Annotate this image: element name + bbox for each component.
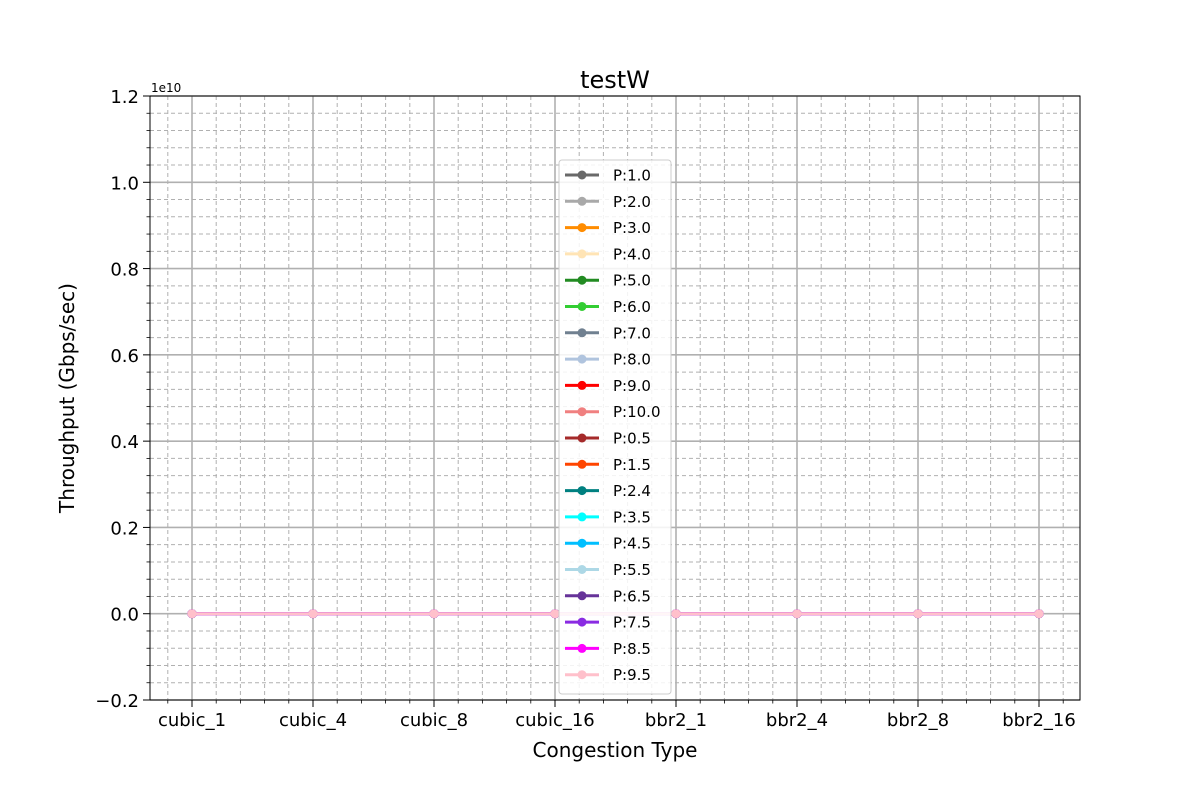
- x-tick-label: cubic_1: [158, 710, 226, 731]
- legend-item: P:5.0: [565, 272, 651, 290]
- y-ticks: −0.2 0.0 0.2 0.4 0.6 0.8 1.0 1.2: [95, 87, 150, 712]
- legend-marker: [577, 512, 587, 522]
- chart-title: testW: [580, 66, 650, 94]
- x-tick-label: bbr2_16: [1002, 710, 1076, 731]
- data-point: [429, 609, 439, 619]
- legend-marker: [577, 670, 587, 680]
- y-tick-label: 0.2: [110, 518, 139, 539]
- x-tick-label: cubic_16: [515, 710, 595, 731]
- legend-marker: [577, 170, 587, 180]
- legend-label: P:9.0: [613, 377, 651, 395]
- legend-marker: [577, 249, 587, 259]
- legend-item: P:9.5: [565, 666, 651, 684]
- y-tick-label: 0.8: [110, 260, 139, 281]
- legend-item: P:2.0: [565, 193, 651, 211]
- x-tick-label: cubic_4: [279, 710, 347, 731]
- data-point: [1034, 609, 1044, 619]
- legend-label: P:2.4: [613, 482, 651, 500]
- legend-item: P:8.5: [565, 640, 651, 658]
- legend: P:1.0 P:2.0 P:3.0 P:4.0 P:5.0 P:6.0 P:7.0 P:8.0…: [558, 159, 672, 695]
- legend-marker: [577, 196, 587, 206]
- legend-marker: [577, 380, 587, 390]
- legend-marker: [577, 433, 587, 443]
- legend-marker: [577, 223, 587, 233]
- data-point: [308, 609, 318, 619]
- data-point: [913, 609, 923, 619]
- legend-label: P:6.5: [613, 587, 651, 605]
- legend-label: P:4.5: [613, 535, 651, 553]
- legend-marker: [577, 486, 587, 496]
- legend-label: P:3.0: [613, 219, 651, 237]
- legend-item: P:1.0: [565, 167, 651, 185]
- y-tick-label: 0.4: [110, 432, 139, 453]
- y-tick-label: 0.6: [110, 346, 139, 367]
- legend-label: P:8.0: [613, 351, 651, 369]
- y-tick-label: −0.2: [95, 691, 139, 712]
- legend-item: P:3.0: [565, 219, 651, 237]
- legend-item: P:10.0: [565, 403, 661, 421]
- legend-marker: [577, 328, 587, 338]
- legend-label: P:1.0: [613, 167, 651, 185]
- legend-marker: [577, 407, 587, 417]
- plot-frame: [149, 95, 1081, 701]
- legend-item: P:8.0: [565, 351, 651, 369]
- legend-label: P:5.0: [613, 272, 651, 290]
- data-point: [550, 609, 560, 619]
- legend-item: P:4.0: [565, 245, 651, 263]
- x-tick-label: cubic_8: [400, 710, 468, 731]
- legend-item: P:5.5: [565, 561, 651, 579]
- legend-label: P:4.0: [613, 245, 651, 263]
- legend-item: P:7.5: [565, 614, 651, 632]
- y-tick-label: 0.0: [110, 605, 139, 626]
- legend-item: P:6.0: [565, 298, 651, 316]
- legend-box: [558, 159, 672, 695]
- x-tick-label: bbr2_1: [645, 710, 707, 731]
- legend-marker: [577, 643, 587, 653]
- legend-item: P:0.5: [565, 430, 651, 448]
- legend-label: P:5.5: [613, 561, 651, 579]
- legend-label: P:0.5: [613, 430, 651, 448]
- data-point: [792, 609, 802, 619]
- legend-item: P:2.4: [565, 482, 651, 500]
- x-axis-label: Congestion Type: [533, 738, 698, 762]
- legend-label: P:3.5: [613, 508, 651, 526]
- legend-item: P:3.5: [565, 508, 651, 526]
- legend-marker: [577, 302, 587, 311]
- legend-marker: [577, 538, 587, 548]
- x-tick-label: bbr2_8: [887, 710, 949, 731]
- y-tick-label: 1.2: [110, 87, 139, 108]
- legend-item: P:4.5: [565, 535, 651, 553]
- y-axis-label: Throughput (Gbps/sec): [55, 283, 79, 514]
- data-point: [671, 609, 681, 619]
- legend-label: P:10.0: [613, 403, 661, 421]
- legend-label: P:7.5: [613, 614, 651, 632]
- legend-item: P:7.0: [565, 324, 651, 342]
- legend-item: P:1.5: [565, 456, 651, 474]
- legend-label: P:9.5: [613, 666, 651, 684]
- legend-item: P:6.5: [565, 587, 651, 605]
- y-offset-label: 1e10: [151, 81, 181, 95]
- legend-item: P:9.0: [565, 377, 651, 395]
- legend-label: P:6.0: [613, 298, 651, 316]
- x-tick-label: bbr2_4: [766, 710, 828, 731]
- data-point: [187, 609, 197, 619]
- legend-marker: [577, 459, 587, 469]
- x-ticks: cubic_1 cubic_4 cubic_8 cubic_16 bbr2_1 bbr2_…: [158, 700, 1076, 731]
- legend-label: P:7.0: [613, 324, 651, 342]
- legend-marker: [577, 591, 587, 601]
- legend-marker: [577, 565, 587, 574]
- legend-label: P:1.5: [613, 456, 651, 474]
- legend-marker: [577, 617, 587, 627]
- y-tick-label: 1.0: [110, 173, 139, 194]
- legend-label: P:8.5: [613, 640, 651, 658]
- legend-label: P:2.0: [613, 193, 651, 211]
- legend-marker: [577, 275, 587, 285]
- legend-marker: [577, 354, 587, 364]
